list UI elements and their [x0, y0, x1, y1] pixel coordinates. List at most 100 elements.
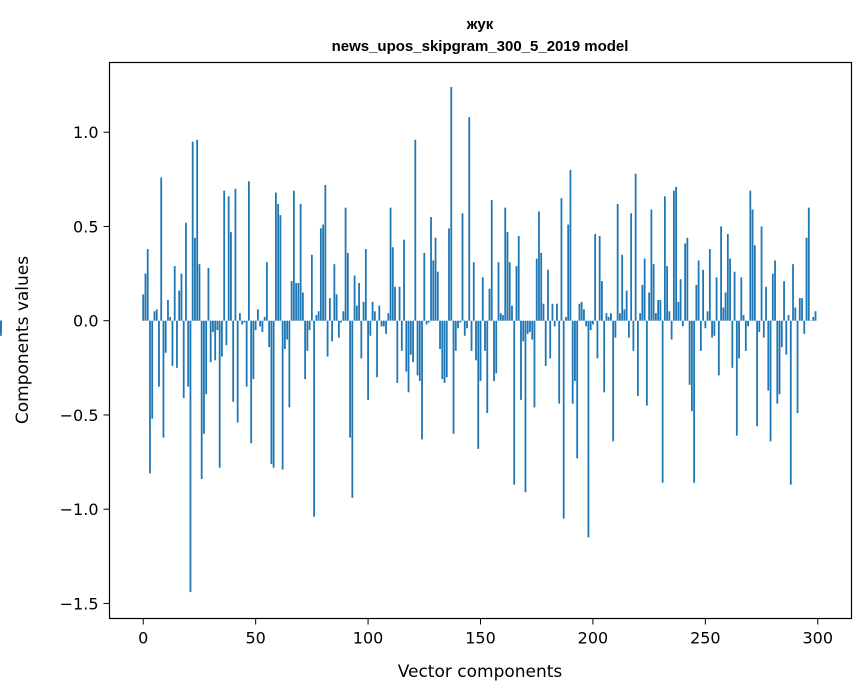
bar-component-91 [346, 252, 349, 321]
bar-component-104 [376, 320, 378, 378]
bar-component-231 [661, 320, 664, 483]
x-tick-label: 0 [138, 629, 148, 648]
bar-component-97 [360, 320, 363, 359]
bar-component-186 [560, 198, 563, 321]
bar-component-116 [403, 239, 405, 321]
bar-component-7 [158, 320, 160, 387]
bar-component-147 [472, 262, 475, 321]
bar-component-118 [407, 320, 410, 393]
bar-component-42 [236, 320, 239, 423]
bar-component-24 [196, 139, 199, 321]
bar-component-192 [574, 320, 576, 382]
bar-component-14 [173, 266, 176, 321]
bar-component-110 [389, 207, 392, 321]
bar-component-286 [785, 320, 788, 355]
bar-component-150 [479, 320, 482, 382]
bar-component-58 [272, 320, 275, 468]
bar-component-253 [711, 320, 713, 338]
bar-component-256 [717, 320, 720, 376]
bar-component-283 [778, 320, 781, 395]
bar-component-298 [812, 316, 815, 321]
bar-component-158 [497, 262, 500, 321]
bar-component-249 [702, 269, 704, 321]
bar-component-221 [639, 313, 642, 321]
bar-component-226 [650, 209, 653, 321]
bar-component-202 [596, 320, 599, 359]
bar-component-117 [405, 320, 408, 372]
bar-component-6 [155, 309, 158, 321]
bar-component-170 [524, 320, 527, 493]
bar-component-29 [207, 267, 210, 321]
bar-component-36 [223, 190, 226, 321]
bar-component-174 [533, 320, 536, 408]
bar-component-59 [274, 192, 277, 321]
bar-component-130 [434, 237, 437, 321]
bar-component-198 [587, 320, 590, 538]
y-axis-label: Components values [13, 256, 33, 424]
chart-title: жук [466, 16, 494, 33]
bar-component-222 [641, 284, 644, 321]
bar-component-55 [265, 262, 268, 321]
bar-component-254 [713, 320, 716, 336]
bar-component-108 [385, 320, 387, 334]
bar-component-225 [648, 292, 651, 321]
bar-component-43 [239, 313, 241, 321]
bar-component-8 [160, 177, 163, 321]
bar-component-17 [180, 273, 183, 321]
bar-component-220 [636, 320, 639, 397]
bar-component-132 [439, 320, 441, 349]
bar-component-162 [506, 232, 509, 321]
bar-component-80 [322, 224, 325, 321]
bar-component-195 [580, 301, 583, 321]
bar-component-71 [301, 292, 304, 321]
bar-component-35 [221, 320, 223, 357]
bar-component-143 [463, 320, 466, 336]
bar-component-127 [427, 320, 430, 323]
bar-component-62 [281, 320, 284, 470]
bar-component-234 [668, 311, 671, 321]
bar-component-194 [578, 303, 581, 321]
bar-component-213 [621, 254, 624, 321]
bar-component-131 [436, 271, 439, 321]
bar-component-296 [807, 207, 810, 321]
bar-component-159 [499, 313, 502, 321]
bar-component-235 [670, 320, 673, 340]
bar-component-201 [594, 234, 597, 321]
bar-component-289 [792, 264, 794, 321]
bar-component-182 [551, 303, 554, 321]
bar-component-176 [538, 211, 540, 321]
bar-component-54 [263, 316, 266, 321]
bar-component-214 [623, 309, 626, 321]
bar-component-248 [699, 320, 702, 351]
bar-component-76 [313, 320, 316, 517]
bar-component-13 [171, 320, 174, 366]
bar-component-82 [326, 320, 329, 357]
bar-component-109 [387, 313, 390, 321]
bar-component-148 [475, 320, 477, 361]
bar-component-56 [268, 320, 271, 348]
x-tick-label: 150 [465, 629, 496, 648]
bar-component-223 [643, 258, 646, 321]
bar-component-233 [666, 266, 669, 321]
bar-component-155 [490, 200, 493, 321]
bar-component-172 [529, 320, 531, 333]
bar-component-240 [681, 320, 684, 327]
bar-component-107 [382, 320, 385, 327]
bar-component-81 [324, 185, 327, 321]
bar-component-187 [562, 320, 565, 519]
bar-component-163 [508, 262, 511, 321]
bar-component-87 [337, 320, 340, 338]
bar-component-243 [688, 320, 691, 385]
bar-component-183 [553, 320, 556, 327]
bar-component-18 [182, 320, 185, 398]
x-tick-label: 200 [578, 629, 609, 648]
bar-component-21 [189, 320, 192, 593]
bar-component-190 [569, 169, 572, 321]
bar-component-34 [218, 320, 221, 468]
bar-component-144 [466, 320, 468, 329]
bar-component-263 [733, 271, 736, 321]
bar-component-111 [391, 247, 394, 321]
bar-component-271 [751, 209, 754, 321]
bar-component-undefined [0, 320, 2, 331]
